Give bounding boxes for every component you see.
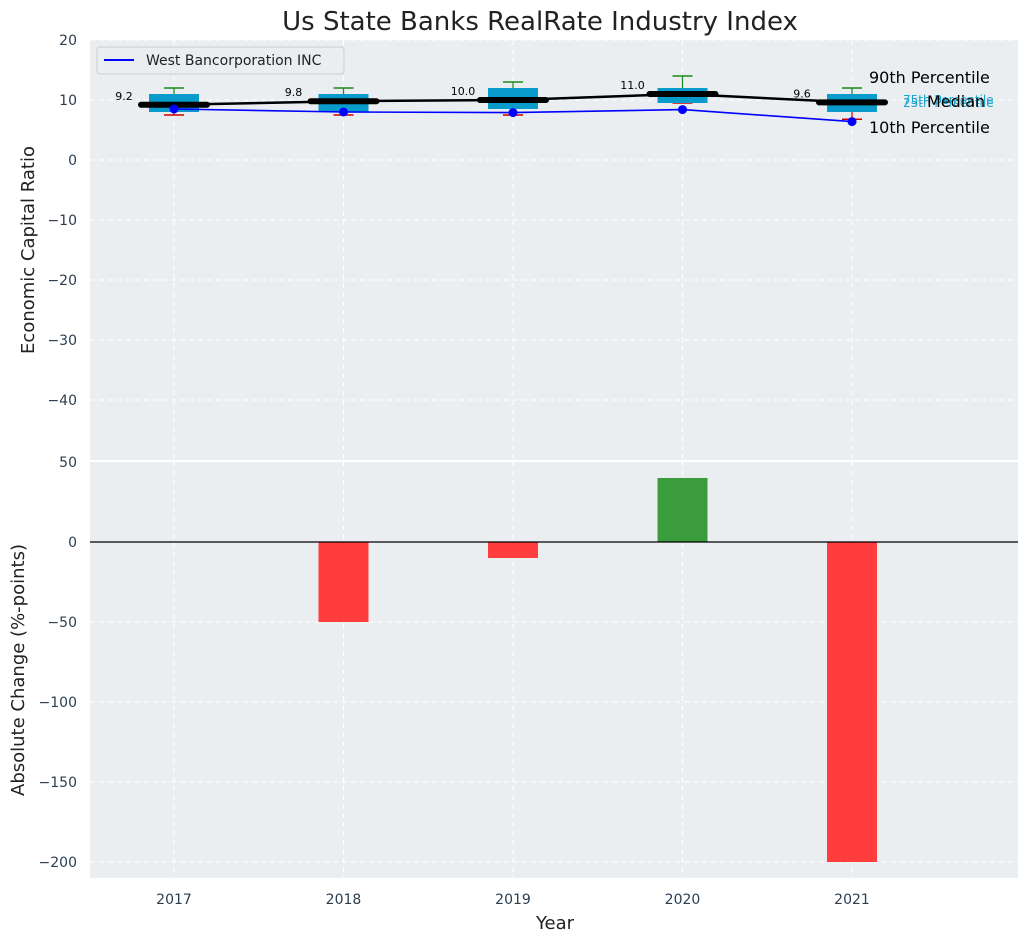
- annotation-90th-percentile: 90th Percentile: [869, 68, 990, 87]
- x-axis-label: Year: [535, 913, 575, 934]
- change-bar: [827, 542, 877, 862]
- x-tick-label: 2020: [665, 892, 701, 908]
- top-y-tick-label: 0: [68, 153, 77, 169]
- top-panel: 20 10 0 −10 −20 −30 −40 Economic Capital Ratio…: [18, 33, 1018, 460]
- top-y-tick-label: −30: [47, 333, 77, 349]
- x-tick-label: 2021: [834, 892, 870, 908]
- top-y-axis-label: Economic Capital Ratio: [18, 146, 39, 354]
- series-point: [678, 105, 687, 115]
- bottom-y-tick-label: 50: [59, 455, 77, 471]
- x-tick-label: 2018: [326, 892, 362, 908]
- bottom-y-tick-label: −150: [39, 775, 77, 791]
- annotation-median: Median: [927, 92, 985, 111]
- annotation-75th-percentile: 75th Percentile: [903, 93, 994, 107]
- top-y-tick-label: −10: [47, 213, 77, 229]
- median-value-label: 9.2: [115, 90, 133, 103]
- bottom-y-axis-label: Absolute Change (%-points): [8, 544, 29, 796]
- median-value-label: 9.6: [793, 87, 811, 100]
- bottom-y-tick-label: −200: [39, 855, 77, 871]
- top-y-tick-label: −40: [47, 393, 77, 409]
- top-y-tick-label: −20: [47, 273, 77, 289]
- top-y-tick-label: 10: [59, 93, 77, 109]
- bottom-y-tick-label: −50: [47, 615, 77, 631]
- series-point: [847, 117, 857, 127]
- bottom-panel: 50 0 −50 −100 −150 −200 Absolute Change (%-po…: [8, 455, 1018, 934]
- median-value-label: 11.0: [620, 79, 645, 92]
- top-y-tick-label: 20: [59, 33, 77, 49]
- legend: West Bancorporation INC: [96, 46, 345, 75]
- x-tick-label: 2017: [156, 892, 192, 908]
- median-value-label: 9.8: [285, 86, 303, 99]
- chart-title: Us State Banks RealRate Industry Index: [282, 7, 798, 37]
- series-point: [508, 108, 518, 118]
- bottom-plot-background: [90, 462, 1018, 878]
- median-value-label: 10.0: [451, 85, 476, 98]
- change-bar: [318, 542, 369, 622]
- series-point: [169, 104, 179, 114]
- series-point: [339, 107, 348, 117]
- annotation-25th-percentile: 25th Percentile: [903, 96, 994, 110]
- change-bar: [488, 542, 538, 558]
- bottom-y-tick-label: −100: [39, 695, 77, 711]
- change-bar: [657, 478, 708, 542]
- bottom-y-tick-label: 0: [68, 535, 77, 551]
- legend-label: West Bancorporation INC: [146, 53, 322, 69]
- x-tick-label: 2019: [495, 892, 531, 908]
- annotation-10th-percentile: 10th Percentile: [869, 118, 990, 137]
